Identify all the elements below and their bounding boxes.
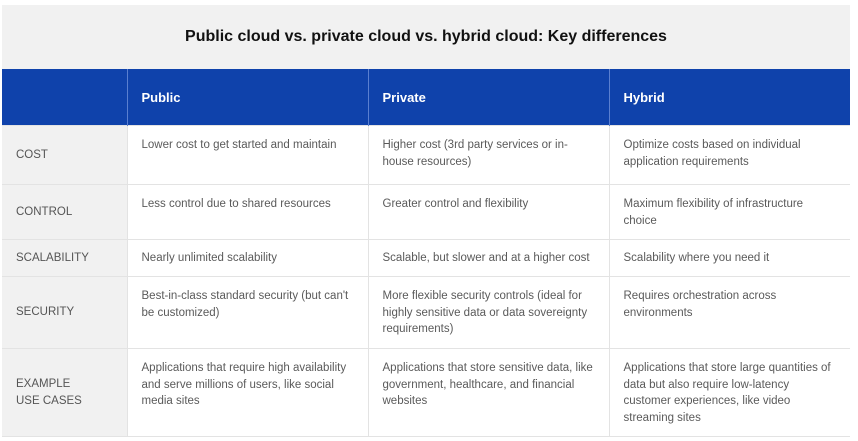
cell-public: Best-in-class standard security (but can… [126, 276, 368, 349]
page-title: Public cloud vs. private cloud vs. hybri… [2, 5, 850, 69]
cell-private: Scalable, but slower and at a higher cos… [367, 239, 609, 277]
row-label: SECURITY [2, 276, 127, 349]
row-label: COST [2, 125, 127, 185]
cell-hybrid: Scalability where you need it [608, 239, 850, 277]
cell-private: Applications that store sensitive data, … [367, 348, 609, 437]
cell-private: Greater control and flexibility [367, 184, 609, 240]
cell-public: Less control due to shared resources [126, 184, 368, 240]
header-row: Public Private Hybrid [2, 69, 850, 126]
header-empty [2, 69, 127, 126]
header-hybrid: Hybrid [608, 69, 850, 126]
cell-hybrid: Optimize costs based on individual appli… [608, 125, 850, 185]
table-row-cost: COST Lower cost to get started and maint… [2, 125, 850, 185]
cell-hybrid: Requires orchestration across environmen… [608, 276, 850, 349]
cell-public: Nearly unlimited scalability [126, 239, 368, 277]
cell-hybrid: Applications that store large quantities… [608, 348, 850, 437]
row-label: CONTROL [2, 184, 127, 240]
cell-hybrid: Maximum flexibility of infrastructure ch… [608, 184, 850, 240]
header-public: Public [126, 69, 368, 126]
table-row-use-cases: EXAMPLE USE CASES Applications that requ… [2, 348, 850, 437]
cell-private: Higher cost (3rd party services or in-ho… [367, 125, 609, 185]
comparison-table: Public Private Hybrid COST Lower cost to… [2, 69, 850, 437]
row-label: SCALABILITY [2, 239, 127, 277]
cell-private: More flexible security controls (ideal f… [367, 276, 609, 349]
cell-public: Applications that require high availabil… [126, 348, 368, 437]
comparison-card: Public cloud vs. private cloud vs. hybri… [2, 5, 850, 437]
table-row-security: SECURITY Best-in-class standard security… [2, 276, 850, 349]
cell-public: Lower cost to get started and maintain [126, 125, 368, 185]
table-row-scalability: SCALABILITY Nearly unlimited scalability… [2, 239, 850, 277]
row-label: EXAMPLE USE CASES [2, 348, 127, 437]
table-row-control: CONTROL Less control due to shared resou… [2, 184, 850, 240]
header-private: Private [367, 69, 609, 126]
